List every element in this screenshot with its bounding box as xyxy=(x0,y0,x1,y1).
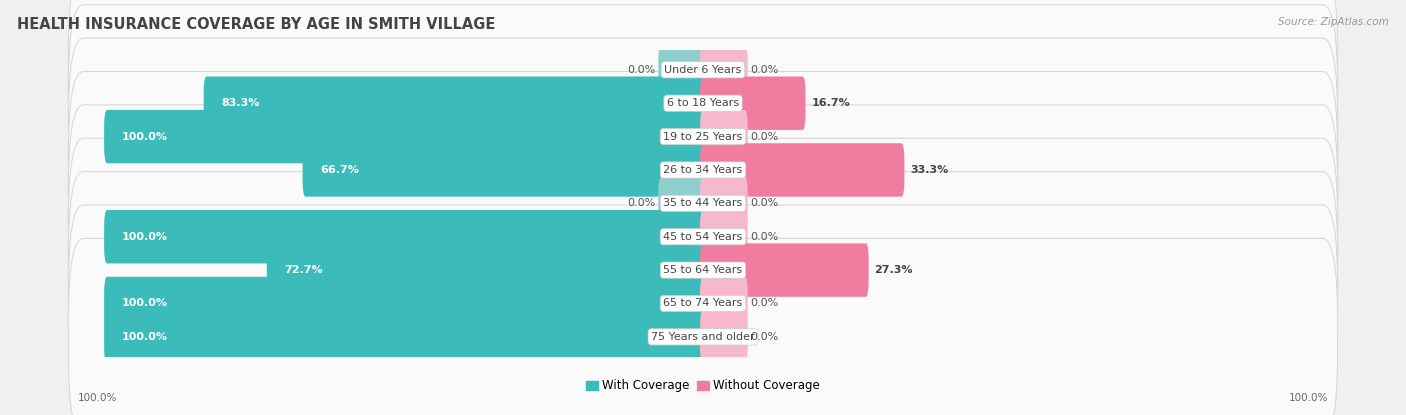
Text: 0.0%: 0.0% xyxy=(751,298,779,308)
FancyBboxPatch shape xyxy=(700,210,748,264)
FancyBboxPatch shape xyxy=(700,244,869,297)
Text: 0.0%: 0.0% xyxy=(751,198,779,208)
Text: 66.7%: 66.7% xyxy=(321,165,360,175)
FancyBboxPatch shape xyxy=(104,210,706,264)
FancyBboxPatch shape xyxy=(700,143,904,197)
Text: 0.0%: 0.0% xyxy=(627,65,655,75)
Text: 83.3%: 83.3% xyxy=(222,98,260,108)
FancyBboxPatch shape xyxy=(69,205,1337,402)
FancyBboxPatch shape xyxy=(700,310,748,364)
FancyBboxPatch shape xyxy=(69,105,1337,302)
FancyBboxPatch shape xyxy=(700,43,748,97)
Legend: With Coverage, Without Coverage: With Coverage, Without Coverage xyxy=(581,375,825,397)
FancyBboxPatch shape xyxy=(104,277,706,330)
FancyBboxPatch shape xyxy=(302,143,706,197)
Text: 35 to 44 Years: 35 to 44 Years xyxy=(664,198,742,208)
Text: 0.0%: 0.0% xyxy=(751,65,779,75)
Text: 100.0%: 100.0% xyxy=(122,232,169,242)
FancyBboxPatch shape xyxy=(69,138,1337,335)
FancyBboxPatch shape xyxy=(267,244,706,297)
FancyBboxPatch shape xyxy=(658,177,706,230)
FancyBboxPatch shape xyxy=(104,110,706,163)
FancyBboxPatch shape xyxy=(69,0,1337,168)
Text: 72.7%: 72.7% xyxy=(284,265,323,275)
Text: 0.0%: 0.0% xyxy=(751,132,779,142)
Text: 26 to 34 Years: 26 to 34 Years xyxy=(664,165,742,175)
FancyBboxPatch shape xyxy=(69,5,1337,202)
FancyBboxPatch shape xyxy=(104,310,706,364)
Text: 45 to 54 Years: 45 to 54 Years xyxy=(664,232,742,242)
FancyBboxPatch shape xyxy=(700,277,748,330)
FancyBboxPatch shape xyxy=(700,110,748,163)
Text: 100.0%: 100.0% xyxy=(77,393,117,403)
Text: 6 to 18 Years: 6 to 18 Years xyxy=(666,98,740,108)
Text: 27.3%: 27.3% xyxy=(875,265,912,275)
Text: 55 to 64 Years: 55 to 64 Years xyxy=(664,265,742,275)
FancyBboxPatch shape xyxy=(204,76,706,130)
Text: 75 Years and older: 75 Years and older xyxy=(651,332,755,342)
Text: 16.7%: 16.7% xyxy=(811,98,851,108)
FancyBboxPatch shape xyxy=(700,177,748,230)
FancyBboxPatch shape xyxy=(700,76,806,130)
FancyBboxPatch shape xyxy=(69,38,1337,235)
FancyBboxPatch shape xyxy=(69,71,1337,269)
Text: 19 to 25 Years: 19 to 25 Years xyxy=(664,132,742,142)
Text: 0.0%: 0.0% xyxy=(627,198,655,208)
FancyBboxPatch shape xyxy=(658,43,706,97)
FancyBboxPatch shape xyxy=(69,238,1337,415)
Text: Under 6 Years: Under 6 Years xyxy=(665,65,741,75)
Text: 100.0%: 100.0% xyxy=(122,332,169,342)
Text: 0.0%: 0.0% xyxy=(751,232,779,242)
FancyBboxPatch shape xyxy=(69,172,1337,369)
Text: Source: ZipAtlas.com: Source: ZipAtlas.com xyxy=(1278,17,1389,27)
Text: 100.0%: 100.0% xyxy=(122,298,169,308)
Text: 100.0%: 100.0% xyxy=(122,132,169,142)
Text: HEALTH INSURANCE COVERAGE BY AGE IN SMITH VILLAGE: HEALTH INSURANCE COVERAGE BY AGE IN SMIT… xyxy=(17,17,495,32)
Text: 0.0%: 0.0% xyxy=(751,332,779,342)
Text: 65 to 74 Years: 65 to 74 Years xyxy=(664,298,742,308)
Text: 33.3%: 33.3% xyxy=(910,165,949,175)
Text: 100.0%: 100.0% xyxy=(1289,393,1329,403)
